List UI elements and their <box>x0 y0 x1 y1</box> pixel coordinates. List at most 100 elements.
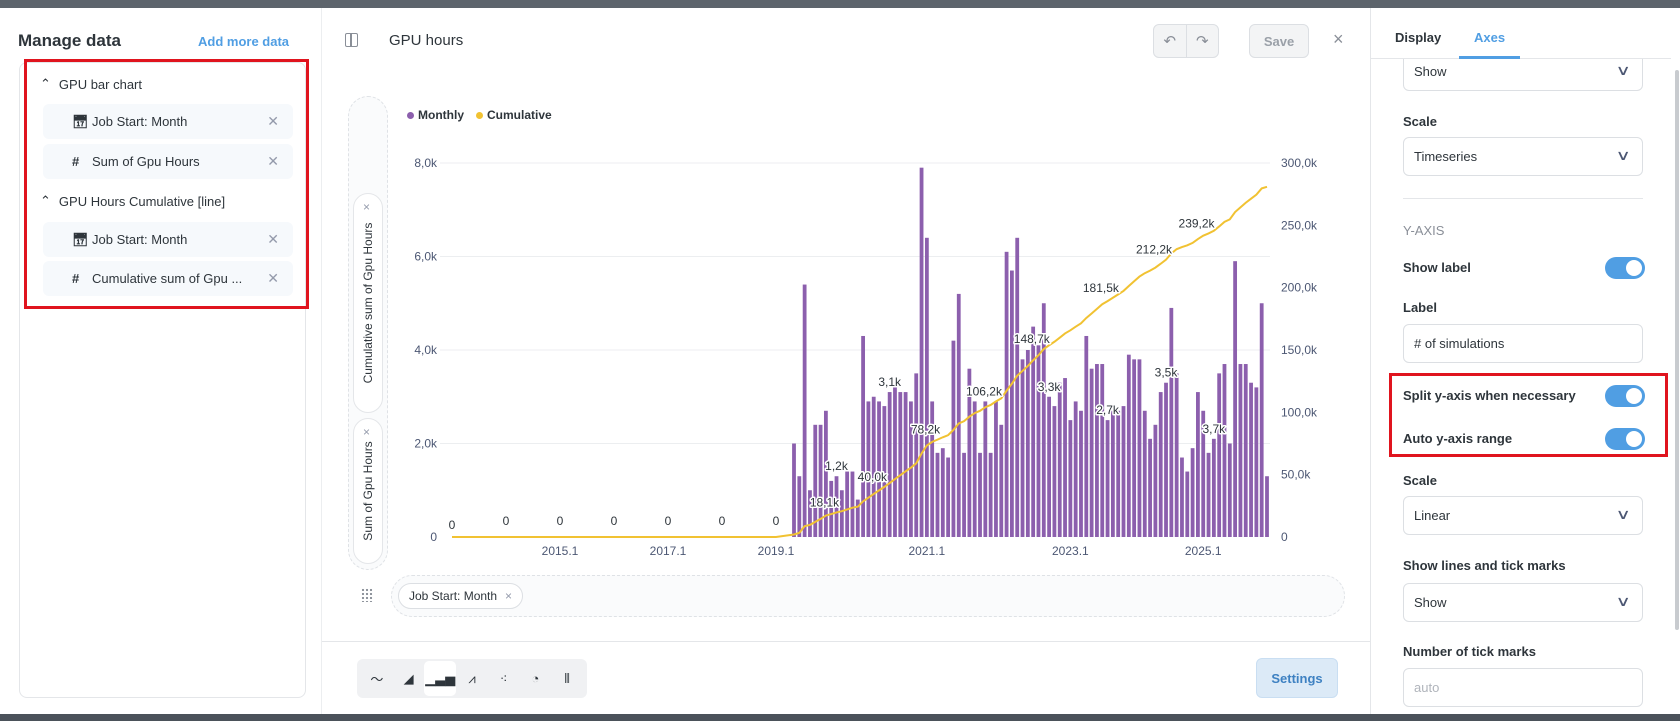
chevron-down-icon: ∨ <box>1615 62 1631 78</box>
item-label: Job Start: Month <box>92 114 188 129</box>
bar-monthly <box>845 471 850 537</box>
auto-y-range-toggle[interactable] <box>1605 428 1645 450</box>
line-chart-icon[interactable]: 〜 <box>370 672 384 687</box>
y-scale-select[interactable]: Linear ∨ <box>1403 496 1643 535</box>
line-data-label: 40,0k <box>858 470 888 484</box>
dimension-item[interactable]: 📅︎ Job Start: Month ✕ <box>43 104 293 139</box>
bar-monthly <box>1190 448 1195 537</box>
bar-monthly <box>1238 364 1243 537</box>
bar-monthly <box>808 490 812 537</box>
metric-item[interactable]: # Cumulative sum of Gpu ... ✕ <box>43 261 293 296</box>
waterfall-chart-icon[interactable]: ⦀ <box>564 670 571 686</box>
redo-icon[interactable]: ↷ <box>1185 25 1219 57</box>
bar-data-label: 2,7k <box>1096 403 1120 417</box>
chevron-down-icon: ∨ <box>1615 593 1631 609</box>
y-right-series-pill[interactable]: × Cumulative sum of Gpu Hours <box>353 193 383 413</box>
bar-monthly <box>1073 401 1078 537</box>
tab-axes[interactable]: Axes <box>1474 30 1506 45</box>
area-chart-icon[interactable]: ◢ <box>403 670 414 686</box>
zero-data-label: 0 <box>449 518 456 532</box>
bar-monthly <box>1196 392 1200 537</box>
bar-chart-icon[interactable]: ▁▃▅ <box>424 661 457 696</box>
save-button[interactable]: Save <box>1249 24 1309 58</box>
show-label-label: Show label <box>1403 260 1471 275</box>
chevron-down-icon: ∨ <box>1615 506 1631 522</box>
bar-monthly <box>962 452 966 537</box>
group-gpu-bar-chart[interactable]: ⌃ GPU bar chart <box>40 76 142 92</box>
chart-title[interactable]: GPU hours <box>389 32 464 49</box>
bar-data-label: 3,3k <box>1038 380 1062 394</box>
footer-divider <box>322 641 1370 642</box>
bar-monthly <box>1116 410 1121 537</box>
bar-monthly <box>914 373 919 537</box>
zero-data-label: 0 <box>503 514 510 528</box>
bar-monthly <box>972 401 977 537</box>
bar-monthly <box>792 443 796 537</box>
show-label-toggle[interactable] <box>1605 257 1645 279</box>
bar-monthly <box>1227 443 1232 537</box>
x-dimension-pill[interactable]: Job Start: Month × <box>398 583 524 609</box>
settings-button[interactable]: Settings <box>1256 658 1338 698</box>
bar-monthly <box>951 340 956 537</box>
tab-display[interactable]: Display <box>1395 30 1442 45</box>
group-gpu-hours-cumulative[interactable]: ⌃ GPU Hours Cumulative [line] <box>40 193 225 209</box>
metric-item[interactable]: # Sum of Gpu Hours ✕ <box>43 144 293 179</box>
bar-data-label: 3,5k <box>1155 366 1179 380</box>
bar-monthly <box>1148 438 1152 537</box>
x-scale-select[interactable]: Timeseries ∨ <box>1403 137 1643 176</box>
pie-chart-icon[interactable]: ◔ <box>531 671 540 686</box>
tick-count-input[interactable]: auto <box>1403 668 1643 707</box>
bar-monthly <box>877 401 881 537</box>
bar-monthly <box>1233 261 1238 537</box>
bar-monthly <box>940 448 945 537</box>
bar-monthly <box>1057 382 1062 537</box>
y-right-tick-label: 250,0k <box>1281 218 1318 232</box>
settings-scrollbar[interactable] <box>1675 70 1679 630</box>
chart-legend: Monthly Cumulative <box>407 108 552 122</box>
chart-type-switcher: 〜 ◢ ▁▃▅ ⩘ ⁖ ◔ ⦀ <box>357 659 587 698</box>
combo-chart-icon[interactable]: ⩘ <box>468 670 476 686</box>
add-more-data-link[interactable]: Add more data <box>198 34 290 49</box>
bar-monthly <box>1174 373 1179 537</box>
x-tick-label: 2025.1 <box>1185 544 1222 558</box>
manage-data-title: Manage data <box>18 31 121 50</box>
remove-icon[interactable]: × <box>363 200 371 214</box>
bar-monthly <box>1158 392 1163 537</box>
y-right-tick-label: 300,0k <box>1281 156 1318 170</box>
y-right-tick-label: 50,0k <box>1281 468 1311 482</box>
line-data-label: 106,2k <box>966 384 1003 398</box>
bar-monthly <box>839 490 844 537</box>
remove-icon[interactable]: ✕ <box>267 270 279 286</box>
bar-monthly <box>797 476 802 537</box>
y-left-tick-label: 6,0k <box>414 250 438 264</box>
drag-handle-icon[interactable] <box>361 588 373 602</box>
y-left-series-pill[interactable]: × Sum of Gpu Hours <box>353 418 383 564</box>
remove-icon[interactable]: ✕ <box>267 231 279 247</box>
remove-icon[interactable]: ✕ <box>267 113 279 129</box>
label-input[interactable]: # of simulations <box>1403 324 1643 363</box>
undo-icon[interactable]: ↶ <box>1163 33 1177 50</box>
bar-monthly <box>903 392 908 537</box>
legend-item-cumulative[interactable]: Cumulative <box>476 108 552 122</box>
remove-icon[interactable]: × <box>363 425 371 439</box>
bar-monthly <box>983 401 988 537</box>
item-label: Job Start: Month <box>92 232 188 247</box>
close-icon[interactable]: × <box>1333 29 1344 49</box>
bar-monthly <box>1095 364 1099 537</box>
remove-icon[interactable]: × <box>505 589 513 603</box>
item-label: Cumulative sum of Gpu ... <box>92 271 243 286</box>
dimension-item[interactable]: 📅︎ Job Start: Month ✕ <box>43 222 293 257</box>
remove-icon[interactable]: ✕ <box>267 153 279 169</box>
bar-monthly <box>850 471 855 537</box>
zero-data-label: 0 <box>557 514 564 528</box>
scatter-chart-icon[interactable]: ⁖ <box>499 670 508 686</box>
lines-ticks-label: Show lines and tick marks <box>1403 558 1566 573</box>
bar-monthly <box>898 392 903 537</box>
split-y-axis-toggle[interactable] <box>1605 385 1645 407</box>
legend-item-monthly[interactable]: Monthly <box>407 108 464 122</box>
bar-monthly <box>1217 373 1222 537</box>
lines-ticks-select[interactable]: Show ∨ <box>1403 583 1643 622</box>
sidebar-toggle-icon[interactable] <box>345 33 358 47</box>
legend-dot-icon <box>476 112 483 119</box>
group-name: GPU bar chart <box>58 76 142 92</box>
